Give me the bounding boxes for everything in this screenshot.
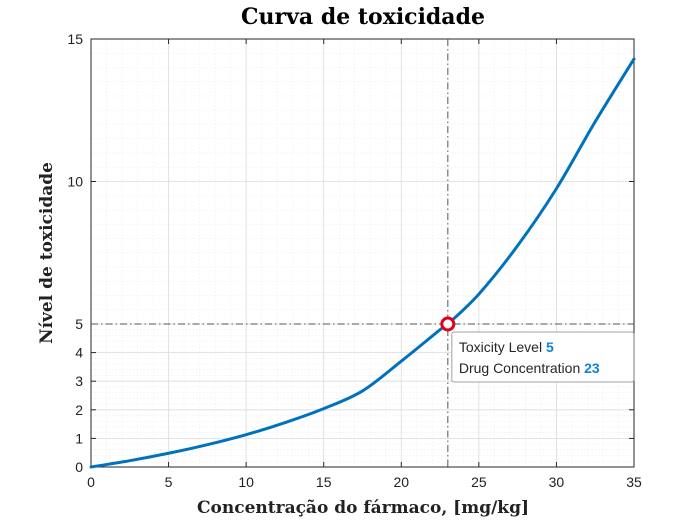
y-tick-label: 3 (75, 373, 83, 389)
chart-title: Curva de toxicidade (241, 4, 485, 30)
plot-frame (90, 38, 635, 468)
y-tick-label: 0 (75, 459, 83, 475)
y-tick-label: 4 (75, 345, 83, 361)
y-tick-label: 10 (67, 174, 83, 190)
datatip-row: Toxicity Level 5 (459, 339, 554, 355)
y-tick-label: 15 (67, 31, 83, 47)
y-tick-label: 5 (75, 316, 83, 332)
x-tick-label: 0 (87, 474, 95, 490)
datatip-value: 23 (584, 360, 600, 376)
highlight-marker (440, 316, 456, 332)
datatip-value: 5 (546, 339, 554, 355)
datatip-row: Drug Concentration 23 (459, 360, 600, 376)
y-tick-label: 2 (75, 402, 83, 418)
y-axis-label: Nível de toxicidade (37, 162, 57, 344)
series-line (89, 57, 636, 469)
x-tick-label: 35 (626, 474, 642, 490)
x-tick-label: 5 (165, 474, 173, 490)
datatip-label: Toxicity Level (459, 339, 546, 355)
datatip-label: Drug Concentration (459, 360, 584, 376)
y-tick-label: 1 (75, 430, 83, 446)
x-axis-label: Concentração do fármaco, [mg/kg] (197, 498, 529, 518)
x-tick-label: 15 (316, 474, 332, 490)
x-tick-label: 25 (471, 474, 487, 490)
x-tick-label: 20 (393, 474, 409, 490)
x-tick-label: 30 (549, 474, 565, 490)
x-tick-label: 10 (238, 474, 254, 490)
datatip-box (451, 331, 635, 383)
datatip: Toxicity Level 5 Drug Concentration 23 (451, 331, 635, 383)
